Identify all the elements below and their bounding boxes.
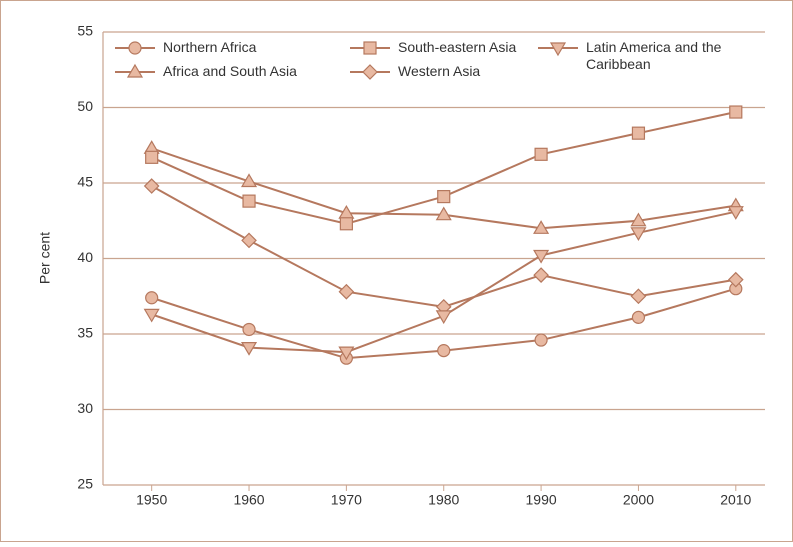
legend-item: Africa and South Asia bbox=[163, 63, 297, 79]
legend-item: Latin America and the Caribbean bbox=[586, 39, 722, 72]
marker bbox=[338, 346, 355, 361]
marker bbox=[145, 291, 159, 305]
y-tick-label: 30 bbox=[77, 400, 93, 416]
x-tick-label: 2000 bbox=[623, 492, 654, 508]
y-tick-label: 45 bbox=[77, 174, 93, 190]
marker bbox=[362, 64, 378, 80]
x-tick-label: 1950 bbox=[136, 492, 167, 508]
marker bbox=[534, 333, 548, 347]
marker bbox=[143, 308, 160, 323]
legend-label: Northern Africa bbox=[163, 39, 257, 55]
marker bbox=[242, 194, 256, 208]
marker bbox=[630, 212, 647, 227]
legend-item: Western Asia bbox=[398, 63, 481, 79]
legend-label: Africa and South Asia bbox=[163, 63, 297, 79]
legend-item: South-eastern Asia bbox=[398, 39, 517, 55]
y-tick-label: 50 bbox=[77, 98, 93, 114]
marker bbox=[338, 283, 355, 300]
marker bbox=[631, 126, 646, 140]
y-tick-label: 35 bbox=[77, 325, 93, 341]
marker bbox=[143, 178, 160, 194]
y-tick-label: 40 bbox=[77, 249, 93, 265]
marker bbox=[727, 271, 744, 288]
marker bbox=[128, 41, 142, 55]
y-axis-label: Per cent bbox=[37, 232, 53, 284]
legend-item: Northern Africa bbox=[163, 39, 257, 55]
marker bbox=[363, 41, 377, 55]
marker bbox=[435, 310, 452, 325]
marker bbox=[437, 344, 451, 358]
x-tick-label: 1980 bbox=[428, 492, 459, 508]
legend-label: South-eastern Asia bbox=[398, 39, 517, 55]
x-tick-label: 1960 bbox=[233, 492, 264, 508]
marker bbox=[242, 322, 256, 337]
marker bbox=[240, 341, 258, 356]
x-tick-label: 1970 bbox=[331, 492, 362, 508]
marker bbox=[727, 206, 744, 220]
x-tick-label: 1990 bbox=[526, 492, 557, 508]
marker bbox=[630, 288, 647, 305]
marker bbox=[631, 310, 646, 324]
x-tick-label: 2010 bbox=[720, 492, 751, 508]
marker bbox=[534, 147, 548, 161]
marker bbox=[729, 105, 743, 119]
marker bbox=[339, 217, 353, 231]
marker bbox=[435, 206, 452, 221]
marker bbox=[533, 220, 550, 234]
marker bbox=[437, 189, 451, 204]
marker bbox=[533, 267, 549, 283]
legend-label: Latin America and the Caribbean bbox=[586, 39, 722, 72]
marker bbox=[240, 173, 258, 188]
y-tick-label: 25 bbox=[77, 476, 93, 492]
marker bbox=[145, 150, 159, 164]
marker bbox=[126, 63, 144, 78]
marker bbox=[630, 227, 647, 242]
y-tick-label: 55 bbox=[77, 23, 93, 39]
marker bbox=[549, 42, 567, 57]
legend-label: Western Asia bbox=[398, 63, 481, 79]
marker bbox=[241, 232, 257, 249]
marker bbox=[533, 249, 550, 264]
